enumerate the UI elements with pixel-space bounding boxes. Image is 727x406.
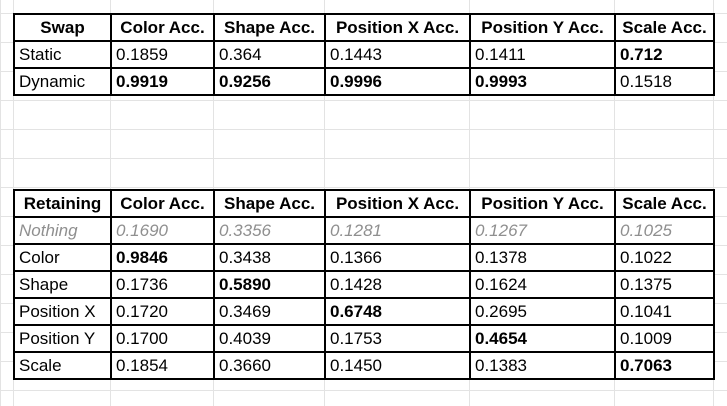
table-row: Position Y 0.1700 0.4039 0.1753 0.4654 0…: [13, 324, 715, 353]
cell[interactable]: 0.1366: [324, 243, 471, 272]
cell[interactable]: 0.4039: [213, 324, 326, 353]
cell[interactable]: 0.4654: [469, 324, 616, 353]
table-row: Shape 0.1736 0.5890 0.1428 0.1624 0.1375: [13, 270, 715, 299]
cell[interactable]: 0.1859: [110, 40, 215, 69]
column-header[interactable]: Shape Acc.: [213, 189, 326, 218]
cell[interactable]: 0.1854: [110, 351, 215, 380]
cell[interactable]: 0.1753: [324, 324, 471, 353]
cell[interactable]: 0.1450: [324, 351, 471, 380]
column-header[interactable]: Position X Acc.: [324, 13, 471, 42]
cell[interactable]: 0.1041: [614, 297, 715, 326]
cell[interactable]: 0.1025: [614, 216, 715, 245]
column-header[interactable]: Scale Acc.: [614, 13, 715, 42]
cell[interactable]: 0.9996: [324, 67, 471, 96]
cell[interactable]: 0.1720: [110, 297, 215, 326]
cell[interactable]: 0.1267: [469, 216, 616, 245]
row-label[interactable]: Position X: [13, 297, 112, 326]
header-row: Retaining Color Acc. Shape Acc. Position…: [13, 189, 715, 218]
cell[interactable]: 0.3438: [213, 243, 326, 272]
cell[interactable]: 0.3469: [213, 297, 326, 326]
row-label[interactable]: Scale: [13, 351, 112, 380]
cell[interactable]: 0.6748: [324, 297, 471, 326]
row-label[interactable]: Color: [13, 243, 112, 272]
cell[interactable]: 0.1690: [110, 216, 215, 245]
cell[interactable]: 0.1378: [469, 243, 616, 272]
column-header[interactable]: Position X Acc.: [324, 189, 471, 218]
cell[interactable]: 0.1281: [324, 216, 471, 245]
cell[interactable]: 0.364: [213, 40, 326, 69]
cell[interactable]: 0.712: [614, 40, 715, 69]
table-row: Nothing 0.1690 0.3356 0.1281 0.1267 0.10…: [13, 216, 715, 245]
cell[interactable]: 0.1700: [110, 324, 215, 353]
cell[interactable]: 0.9919: [110, 67, 215, 96]
table-row: Color 0.9846 0.3438 0.1366 0.1378 0.1022: [13, 243, 715, 272]
header-row: Swap Color Acc. Shape Acc. Position X Ac…: [13, 13, 715, 42]
cell[interactable]: 0.7063: [614, 351, 715, 380]
row-label[interactable]: Position Y: [13, 324, 112, 353]
cell[interactable]: 0.2695: [469, 297, 616, 326]
cell[interactable]: 0.1428: [324, 270, 471, 299]
cell[interactable]: 0.1383: [469, 351, 616, 380]
row-label[interactable]: Shape: [13, 270, 112, 299]
cell[interactable]: 0.3660: [213, 351, 326, 380]
table-row: Scale 0.1854 0.3660 0.1450 0.1383 0.7063: [13, 351, 715, 380]
cell[interactable]: 0.5890: [213, 270, 326, 299]
column-header[interactable]: Color Acc.: [110, 13, 215, 42]
cell[interactable]: 0.1518: [614, 67, 715, 96]
cell[interactable]: 0.1624: [469, 270, 616, 299]
cell[interactable]: 0.1022: [614, 243, 715, 272]
row-label[interactable]: Static: [13, 40, 112, 69]
column-header[interactable]: Shape Acc.: [213, 13, 326, 42]
cell[interactable]: 0.1736: [110, 270, 215, 299]
column-header[interactable]: Position Y Acc.: [469, 13, 616, 42]
cell[interactable]: 0.1411: [469, 40, 616, 69]
column-header[interactable]: Scale Acc.: [614, 189, 715, 218]
column-header[interactable]: Color Acc.: [110, 189, 215, 218]
cell[interactable]: 0.9846: [110, 243, 215, 272]
retaining-table: Retaining Color Acc. Shape Acc. Position…: [13, 189, 715, 380]
cell[interactable]: 0.3356: [213, 216, 326, 245]
cell[interactable]: 0.1375: [614, 270, 715, 299]
cell[interactable]: 0.9256: [213, 67, 326, 96]
column-header[interactable]: Position Y Acc.: [469, 189, 616, 218]
cell[interactable]: 0.1443: [324, 40, 471, 69]
row-label[interactable]: Nothing: [13, 216, 112, 245]
table-row: Static 0.1859 0.364 0.1443 0.1411 0.712: [13, 40, 715, 69]
corner-cell[interactable]: Swap: [13, 13, 112, 42]
row-label[interactable]: Dynamic: [13, 67, 112, 96]
table-row: Position X 0.1720 0.3469 0.6748 0.2695 0…: [13, 297, 715, 326]
corner-cell[interactable]: Retaining: [13, 189, 112, 218]
swap-table: Swap Color Acc. Shape Acc. Position X Ac…: [13, 13, 715, 96]
cell[interactable]: 0.9993: [469, 67, 616, 96]
cell[interactable]: 0.1009: [614, 324, 715, 353]
table-row: Dynamic 0.9919 0.9256 0.9996 0.9993 0.15…: [13, 67, 715, 96]
